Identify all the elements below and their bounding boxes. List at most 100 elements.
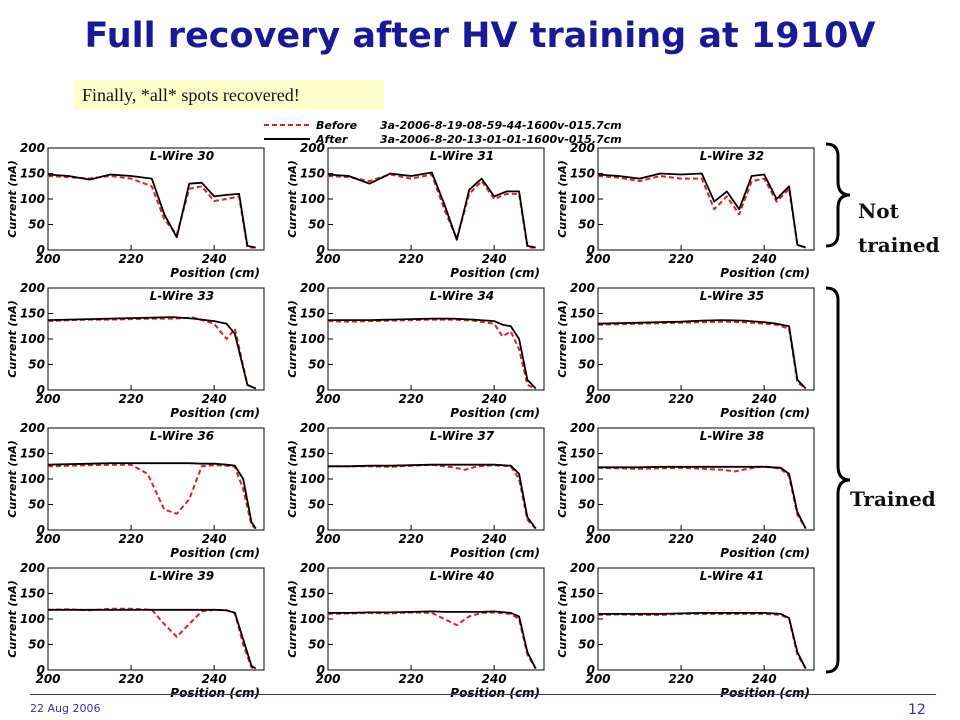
panel-7: 200 220 240 0 50 100 150 200 Position (cm) Curren… (6, 421, 265, 560)
y-tick-label: 50 (308, 498, 325, 512)
panel-10: 200 220 240 0 50 100 150 200 Position (cm) Curren… (6, 561, 265, 700)
y-tick-label: 0 (317, 523, 325, 537)
y-tick-label: 0 (37, 663, 45, 677)
x-axis-label: Position (cm) (450, 266, 540, 280)
y-tick-label: 0 (587, 243, 595, 257)
y-tick-label: 0 (317, 383, 325, 397)
y-tick-label: 50 (308, 358, 325, 372)
y-tick-label: 50 (28, 498, 45, 512)
x-tick-label: 220 (119, 392, 144, 406)
panel-label: L-Wire 36 (150, 429, 214, 443)
footer-divider (30, 694, 936, 695)
y-tick-label: 150 (300, 587, 325, 601)
panel-label: L-Wire 37 (430, 429, 495, 443)
y-axis-label: Current (nA) (286, 160, 299, 238)
y-tick-label: 50 (308, 218, 325, 232)
y-axis-label: Current (nA) (286, 300, 299, 378)
y-tick-label: 150 (570, 307, 595, 321)
y-tick-label: 200 (20, 141, 45, 155)
y-tick-label: 200 (20, 561, 45, 575)
x-axis-label: Position (cm) (720, 406, 810, 420)
y-tick-label: 0 (37, 243, 45, 257)
panel-6: 200 220 240 0 50 100 150 200 Position (cm) Curren… (556, 281, 815, 420)
y-tick-label: 200 (570, 421, 595, 435)
series-after (598, 612, 807, 669)
panel-frame (327, 427, 545, 531)
x-tick-label: 240 (752, 672, 777, 686)
x-tick-label: 200 (35, 252, 60, 266)
panel-frame (327, 147, 545, 251)
label-trained: Trained (850, 487, 936, 511)
panel-label: L-Wire 38 (700, 429, 764, 443)
x-tick-label: 200 (315, 252, 340, 266)
note-box: Finally, *all* spots recovered! (74, 80, 384, 110)
x-axis-label: Position (cm) (450, 406, 540, 420)
series-after (328, 463, 537, 530)
page-title: Full recovery after HV training at 1910V (84, 16, 876, 56)
series-after (47, 173, 256, 249)
footer-date: 22 Aug 2006 (30, 702, 101, 715)
y-tick-label: 100 (20, 332, 45, 346)
series-before (47, 463, 257, 530)
series-after (597, 319, 807, 390)
label-not-trained: Not trained (858, 194, 958, 262)
y-tick-label: 50 (578, 638, 595, 652)
series-after (47, 462, 257, 530)
panel-frame (597, 427, 815, 531)
panel-9: 200 220 240 0 50 100 150 200 Position (cm) Curren… (556, 421, 815, 560)
legend-file-after: 3a-2006-8-20-13-01-01-1600v-015.7cm (380, 133, 622, 145)
x-axis-label: Position (cm) (170, 406, 260, 420)
x-axis-label: Position (cm) (720, 546, 810, 560)
y-tick-label: 50 (308, 638, 325, 652)
x-tick-label: 240 (752, 532, 777, 546)
y-tick-label: 200 (300, 421, 325, 435)
x-tick-label: 200 (585, 252, 610, 266)
x-axis-label: Position (cm) (170, 686, 260, 700)
y-tick-label: 50 (28, 218, 45, 232)
series-before (597, 320, 807, 390)
panel-frame (47, 287, 265, 391)
series-before (327, 173, 536, 249)
y-tick-label: 100 (300, 612, 325, 626)
y-tick-label: 50 (578, 498, 595, 512)
panel-11: 200 220 240 0 50 100 150 200 Position (cm) Curren… (286, 561, 545, 700)
panel-frame (597, 147, 815, 251)
y-tick-label: 150 (300, 307, 325, 321)
panel-label: L-Wire 30 (150, 149, 214, 163)
y-tick-label: 150 (20, 167, 45, 181)
legend-label-after: After (315, 133, 348, 145)
x-tick-label: 200 (585, 532, 610, 546)
series-before (327, 318, 537, 390)
x-tick-label: 240 (202, 672, 227, 686)
series-after (48, 608, 257, 670)
y-tick-label: 100 (300, 472, 325, 486)
series-after (327, 171, 536, 249)
y-tick-label: 100 (300, 332, 325, 346)
y-tick-label: 100 (570, 612, 595, 626)
page-number: 12 (908, 702, 926, 718)
x-axis-label: Position (cm) (170, 546, 260, 560)
y-tick-label: 50 (578, 218, 595, 232)
y-tick-label: 0 (37, 523, 45, 537)
y-tick-label: 100 (570, 472, 595, 486)
x-tick-label: 240 (482, 532, 507, 546)
y-axis-label: Current (nA) (556, 580, 569, 658)
panel-label: L-Wire 41 (700, 569, 764, 583)
x-tick-label: 220 (669, 672, 694, 686)
x-tick-label: 200 (585, 392, 610, 406)
series-after (598, 465, 807, 529)
series-after (47, 316, 257, 390)
panel-frame (327, 287, 545, 391)
x-axis-label: Position (cm) (720, 686, 810, 700)
panel-label: L-Wire 32 (700, 149, 764, 163)
label-not-trained-line2: trained (858, 233, 940, 257)
y-axis-label: Current (nA) (286, 580, 299, 658)
y-tick-label: 0 (587, 383, 595, 397)
panel-label: L-Wire 40 (430, 569, 494, 583)
x-tick-label: 220 (119, 532, 144, 546)
panel-frame (597, 287, 815, 391)
y-tick-label: 150 (570, 167, 595, 181)
series-after (328, 317, 537, 390)
panel-4: 200 220 240 0 50 100 150 200 Position (cm) Curren… (6, 281, 265, 420)
x-axis-label: Position (cm) (450, 686, 540, 700)
